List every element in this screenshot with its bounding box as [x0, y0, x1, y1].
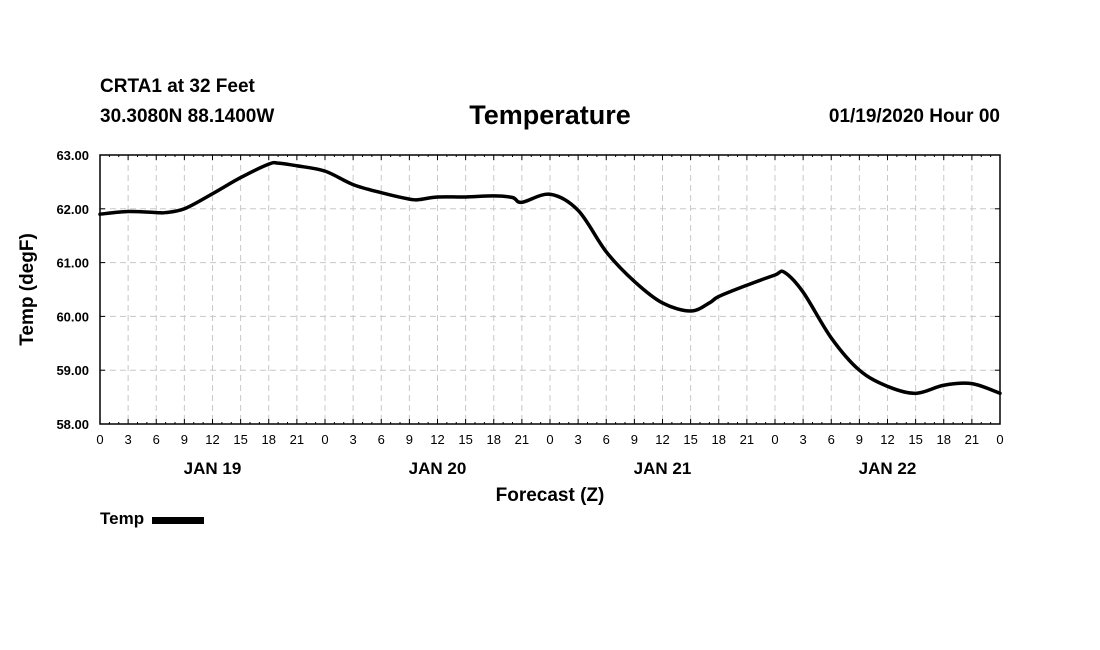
- x-tick-label: 6: [828, 432, 835, 447]
- axis-tick-labels: 0 3 6 9 12 15 18 21 0 3 6 9 12 15 18 21 0 3 6 9 12 15 18 21 0 3 6 9…: [56, 148, 1003, 478]
- legend-swatch: [152, 517, 205, 524]
- plot-frame: [99, 154, 1001, 425]
- x-tick-label: 15: [908, 432, 922, 447]
- x-tick-label: 21: [515, 432, 529, 447]
- legend: Temp: [100, 509, 205, 529]
- x-tick-label: 12: [655, 432, 669, 447]
- y-axis-title: Temp (degF): [17, 233, 38, 346]
- x-tick-label: 0: [321, 432, 328, 447]
- date-label: JAN 21: [634, 459, 692, 478]
- y-tick-label: 61.00: [56, 256, 89, 271]
- x-tick-label: 15: [458, 432, 472, 447]
- x-tick-label: 3: [350, 432, 357, 447]
- station-label: CRTA1 at 32 Feet: [100, 76, 255, 97]
- y-tick-label: 58.00: [56, 417, 89, 432]
- x-tick-label: 3: [800, 432, 807, 447]
- coordinates-label: 30.3080N 88.1400W: [100, 106, 275, 127]
- date-label: JAN 19: [184, 459, 242, 478]
- x-tick-label: 6: [153, 432, 160, 447]
- series-line-temp: [98, 160, 1002, 396]
- x-tick-label: 9: [856, 432, 863, 447]
- x-tick-label: 6: [378, 432, 385, 447]
- x-tick-label: 12: [880, 432, 894, 447]
- x-tick-label: 21: [965, 432, 979, 447]
- date-label: JAN 22: [859, 459, 917, 478]
- x-tick-label: 3: [125, 432, 132, 447]
- x-tick-label: 3: [575, 432, 582, 447]
- y-tick-label: 60.00: [56, 309, 89, 324]
- x-tick-label: 9: [406, 432, 413, 447]
- legend-label: Temp: [100, 509, 145, 528]
- chart-title: Temperature: [469, 100, 631, 130]
- x-tick-label: 21: [290, 432, 304, 447]
- x-tick-label: 18: [712, 432, 726, 447]
- y-tick-label: 63.00: [56, 148, 89, 163]
- grid-lines: [100, 155, 1000, 424]
- x-tick-label: 0: [996, 432, 1003, 447]
- x-tick-label: 0: [96, 432, 103, 447]
- x-tick-label: 12: [430, 432, 444, 447]
- x-axis-title: Forecast (Z): [496, 485, 605, 506]
- x-tick-label: 12: [205, 432, 219, 447]
- x-tick-label: 21: [740, 432, 754, 447]
- y-tick-label: 62.00: [56, 202, 89, 217]
- x-tick-label: 18: [937, 432, 951, 447]
- x-tick-label: 9: [631, 432, 638, 447]
- series-layer: [98, 160, 1002, 396]
- x-tick-label: 9: [181, 432, 188, 447]
- y-tick-label: 59.00: [56, 363, 89, 378]
- date-label: JAN 20: [409, 459, 467, 478]
- x-tick-label: 15: [233, 432, 247, 447]
- x-tick-label: 15: [683, 432, 697, 447]
- x-tick-label: 6: [603, 432, 610, 447]
- x-tick-label: 0: [771, 432, 778, 447]
- forecast-date-label: 01/19/2020 Hour 00: [828, 106, 1000, 127]
- x-tick-label: 18: [487, 432, 501, 447]
- x-tick-label: 0: [546, 432, 553, 447]
- x-tick-label: 18: [262, 432, 276, 447]
